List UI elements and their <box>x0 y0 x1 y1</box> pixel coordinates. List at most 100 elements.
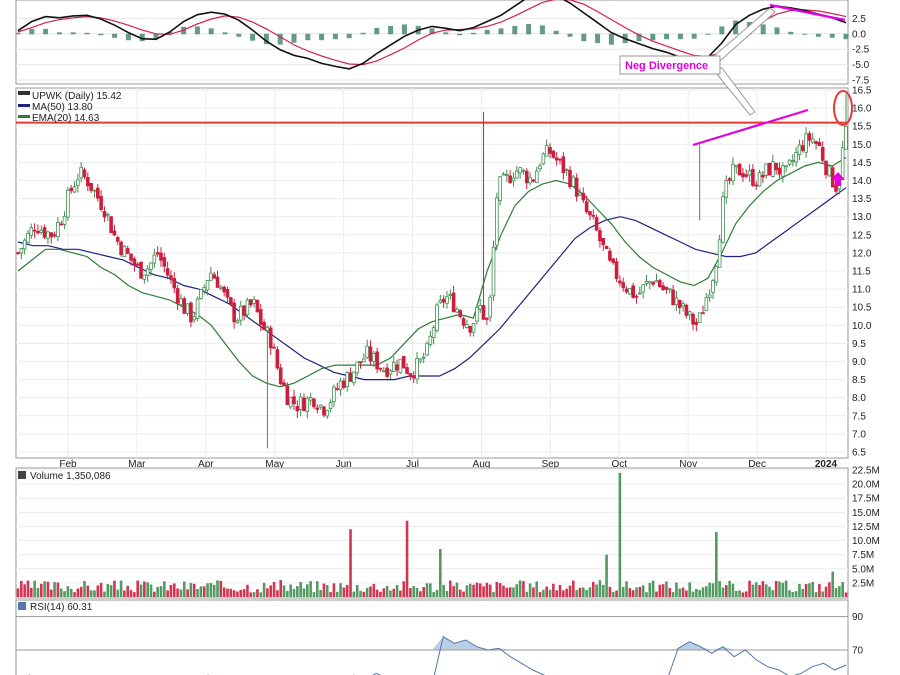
candle-body <box>804 133 808 153</box>
candle-body <box>694 321 699 325</box>
candle-body <box>514 170 519 179</box>
candle-body <box>46 231 50 239</box>
up-arrow-icon <box>831 172 845 186</box>
volume-bar <box>252 592 256 597</box>
volume-bar <box>601 584 605 597</box>
volume-bar <box>455 582 459 597</box>
candle-body <box>538 165 542 170</box>
candle-body <box>781 165 785 177</box>
candle-body <box>89 182 93 191</box>
volume-bar <box>409 588 412 597</box>
candle-body <box>571 176 576 187</box>
macd-histogram-bar <box>277 33 283 45</box>
volume-bar <box>33 580 36 597</box>
candle-body <box>292 396 296 405</box>
volume-bar <box>505 587 509 597</box>
volume-bar <box>598 580 602 597</box>
candle-body <box>39 229 44 234</box>
volume-bar <box>545 586 549 597</box>
ma50-legend-swatch <box>18 104 30 107</box>
volume-bar <box>30 587 33 597</box>
candle-body <box>448 294 453 297</box>
divergence-line-price <box>692 108 809 147</box>
volume-bar <box>59 588 63 597</box>
candle-body <box>548 147 552 154</box>
volume-bar <box>123 590 126 597</box>
volume-bar <box>781 582 785 597</box>
candle-body <box>691 313 695 325</box>
candle-body <box>774 162 778 171</box>
candle-body <box>358 361 363 364</box>
volume-bar <box>688 582 692 597</box>
candle-body <box>594 217 599 231</box>
macd-histogram-bar <box>15 32 21 35</box>
volume-bar <box>715 532 718 597</box>
candle-body <box>505 174 509 176</box>
candle-body <box>711 280 715 293</box>
candle-body <box>212 274 216 279</box>
volume-bar <box>266 588 269 597</box>
candle-body <box>534 170 539 183</box>
candle-body <box>721 196 725 243</box>
month-label: Aug <box>473 459 491 470</box>
volume-bar <box>685 590 688 597</box>
candle-body <box>614 261 619 279</box>
volume-bar <box>618 472 622 597</box>
candle-body <box>132 258 137 266</box>
candle-body <box>425 342 429 356</box>
candle-body <box>288 397 293 408</box>
macd-histogram-bar <box>332 33 338 40</box>
candle-body <box>332 386 336 403</box>
volume-bar <box>332 583 336 597</box>
volume-bar <box>136 580 140 597</box>
volume-bar <box>182 581 186 597</box>
volume-bar <box>695 588 698 597</box>
candle-body <box>372 353 376 362</box>
volume-bar <box>219 581 223 597</box>
candle-body <box>285 385 290 406</box>
candle-body <box>528 177 532 184</box>
macd-tick-label: 0.0 <box>852 29 866 40</box>
candle-body <box>518 167 522 174</box>
volume-legend-swatch <box>18 471 26 479</box>
candle-body <box>807 133 812 141</box>
volume-bar <box>269 585 273 597</box>
volume-bar <box>741 592 745 597</box>
volume-bar <box>435 589 439 597</box>
volume-bar <box>369 586 372 597</box>
volume-bar <box>39 583 43 597</box>
candle-body <box>820 146 825 161</box>
candle-body <box>608 250 612 261</box>
volume-bar <box>542 589 545 597</box>
price-tick-label: 11.5 <box>852 267 871 278</box>
candle-body <box>129 253 133 261</box>
volume-bar <box>611 592 615 597</box>
volume-bar <box>262 582 266 597</box>
candle-body <box>767 163 772 176</box>
candle-body <box>651 281 655 285</box>
volume-bar <box>508 587 512 597</box>
candle-body <box>115 237 120 242</box>
candle-body <box>624 288 629 293</box>
macd-histogram-bar <box>760 24 766 35</box>
volume-bar <box>798 583 801 597</box>
candle-body <box>661 285 665 291</box>
candle-body <box>455 308 459 313</box>
volume-bar <box>502 585 505 597</box>
price-tick-label: 6.5 <box>852 448 866 459</box>
candle-body <box>32 229 37 232</box>
candle-body <box>734 165 739 168</box>
volume-bar <box>249 592 253 597</box>
candle-body <box>215 276 220 288</box>
macd-histogram-bar <box>319 33 325 41</box>
candle-body <box>654 280 659 283</box>
candle-body <box>149 262 153 270</box>
candle-body <box>119 241 123 256</box>
macd-histogram-bar <box>843 33 849 40</box>
volume-bar <box>89 590 93 597</box>
candle-body <box>508 175 512 184</box>
volume-bar <box>239 589 243 597</box>
candle-body <box>29 227 34 236</box>
candle-body <box>598 230 602 242</box>
volume-tick-label: 20.0M <box>852 480 880 491</box>
